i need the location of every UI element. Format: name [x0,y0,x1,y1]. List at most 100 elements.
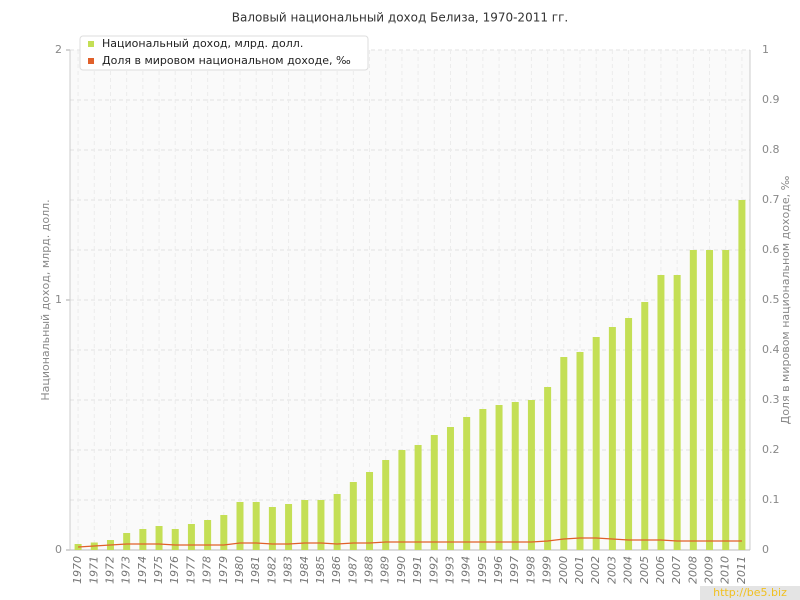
x-tick-label: 1971 [87,556,100,584]
bar [560,357,568,550]
x-tick-label: 1995 [476,556,489,584]
bar [722,250,730,550]
watermark: http://be5.biz [713,586,787,599]
y-tick-label: 2 [55,43,62,56]
bar [592,337,600,550]
x-tick-label: 1975 [152,556,165,584]
bar [285,504,293,550]
bar [511,402,519,550]
x-tick-label: 2000 [557,556,570,584]
x-tick-label: 2004 [622,556,635,584]
bar [366,472,374,550]
watermark-bg [700,586,800,600]
bar [382,460,390,550]
x-tick-label: 1999 [541,556,554,584]
bar [673,275,681,550]
bar [689,250,697,550]
y2-tick-label: 0.1 [762,493,780,506]
x-tick-label: 2002 [589,556,602,584]
y2-tick-label: 0.5 [762,293,780,306]
bar [463,417,471,550]
bar [123,533,131,550]
y2-tick-label: 0.8 [762,143,780,156]
bar [139,529,147,550]
y2-tick-label: 0.3 [762,393,780,406]
x-tick-label: 1981 [249,556,262,584]
y2-tick-label: 0.6 [762,243,780,256]
x-tick-label: 1974 [136,556,149,584]
bar [301,500,309,550]
bar [236,502,244,550]
y-tick-label: 1 [55,293,62,306]
x-tick-label: 1996 [492,556,505,584]
bar [430,435,438,550]
x-tick-label: 1988 [363,556,376,584]
x-tick-label: 1987 [346,556,359,584]
x-tick-label: 1986 [330,556,343,584]
x-tick-label: 1993 [443,556,456,584]
bar [608,327,616,550]
y2-tick-label: 0.7 [762,193,780,206]
legend-label: Доля в мировом национальном доходе, ‰ [102,54,351,67]
bar [398,450,406,550]
bar [317,500,325,550]
x-tick-label: 1991 [411,556,424,584]
x-tick-label: 1997 [508,556,521,584]
x-tick-label: 1980 [233,556,246,584]
x-tick-label: 1994 [460,556,473,584]
bar [576,352,584,550]
bar [252,502,260,550]
bar [155,526,163,550]
x-tick-label: 2001 [573,556,586,584]
x-tick-label: 1998 [524,556,537,584]
x-tick-label: 1977 [184,556,197,584]
x-tick-label: 2008 [686,556,699,584]
y2-tick-label: 0.4 [762,343,780,356]
x-tick-label: 1992 [427,556,440,584]
bar [446,427,454,550]
x-tick-label: 2006 [654,556,667,584]
bar [414,445,422,550]
x-tick-label: 1990 [395,556,408,584]
x-tick-label: 1983 [282,556,295,584]
line [78,537,742,548]
x-tick-label: 2009 [703,556,716,584]
bar [204,520,212,550]
bar [495,405,503,550]
y2-tick-label: 0 [762,543,769,556]
x-tick-label: 2010 [719,556,732,584]
bar [333,494,341,550]
x-tick-label: 1972 [103,556,116,584]
bar [268,507,276,550]
bar [738,200,746,550]
x-tick-label: 1984 [298,556,311,584]
bar [641,302,649,550]
y-tick-label: 0 [55,543,62,556]
bar [657,275,665,550]
y2-tick-label: 0.9 [762,93,780,106]
bar [171,529,179,550]
x-tick-label: 1979 [217,556,230,584]
bar [187,524,195,550]
x-tick-label: 1976 [168,556,181,584]
legend-label: Национальный доход, млрд. долл. [102,37,303,50]
x-tick-label: 1978 [201,556,214,584]
x-tick-label: 1973 [120,556,133,584]
x-tick-label: 1970 [71,556,84,584]
bar [479,409,487,550]
legend-swatch [88,41,94,47]
chart-title: Валовый национальный доход Белиза, 1970-… [232,11,568,25]
x-tick-label: 2011 [735,556,748,584]
bar [625,318,633,550]
y2-tick-label: 1 [762,43,769,56]
legend-box [79,35,369,71]
bar [527,400,535,550]
x-tick-label: 2003 [605,556,618,584]
y-axis-label: Национальный доход, млрд. долл. [39,199,52,400]
y2-tick-label: 0.2 [762,443,780,456]
x-tick-label: 2005 [638,556,651,584]
bar [706,250,714,550]
legend-swatch [88,58,94,64]
x-tick-label: 1989 [379,556,392,584]
